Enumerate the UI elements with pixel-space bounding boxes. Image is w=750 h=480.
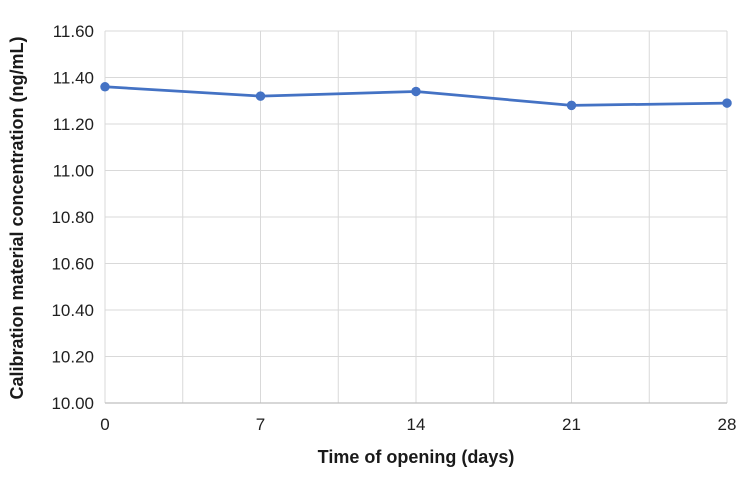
x-tick-label: 21: [562, 415, 581, 434]
y-tick-label: 11.00: [53, 162, 94, 181]
data-point-marker: [722, 98, 732, 108]
y-tick-label: 10.00: [51, 394, 94, 413]
y-tick-label: 10.80: [51, 208, 94, 227]
y-axis-title: Calibration material concentration (ng/m…: [7, 36, 27, 400]
x-tick-label: 28: [718, 415, 737, 434]
data-point-marker: [255, 91, 266, 101]
x-tick-label: 7: [256, 415, 265, 434]
x-axis-title: Time of opening (days): [317, 447, 515, 467]
data-point-marker: [566, 100, 577, 111]
y-tick-label: 11.40: [53, 69, 94, 88]
gridlines-group: [104, 30, 728, 403]
y-tick-label: 10.60: [51, 255, 94, 274]
data-point-marker: [411, 86, 421, 97]
y-tick-label: 10.20: [51, 348, 94, 367]
x-tick-label: 0: [100, 415, 109, 434]
data-point-marker: [100, 82, 110, 92]
series-group: [100, 82, 732, 111]
tick-labels-group: 10.00 10.20 10.40 10.60 10.80 11.00 11.20 11.40…: [51, 22, 736, 434]
x-tick-label: 14: [407, 415, 426, 434]
y-tick-label: 11.20: [53, 115, 94, 134]
y-tick-label: 11.60: [53, 22, 94, 41]
y-tick-label: 10.40: [51, 301, 94, 320]
